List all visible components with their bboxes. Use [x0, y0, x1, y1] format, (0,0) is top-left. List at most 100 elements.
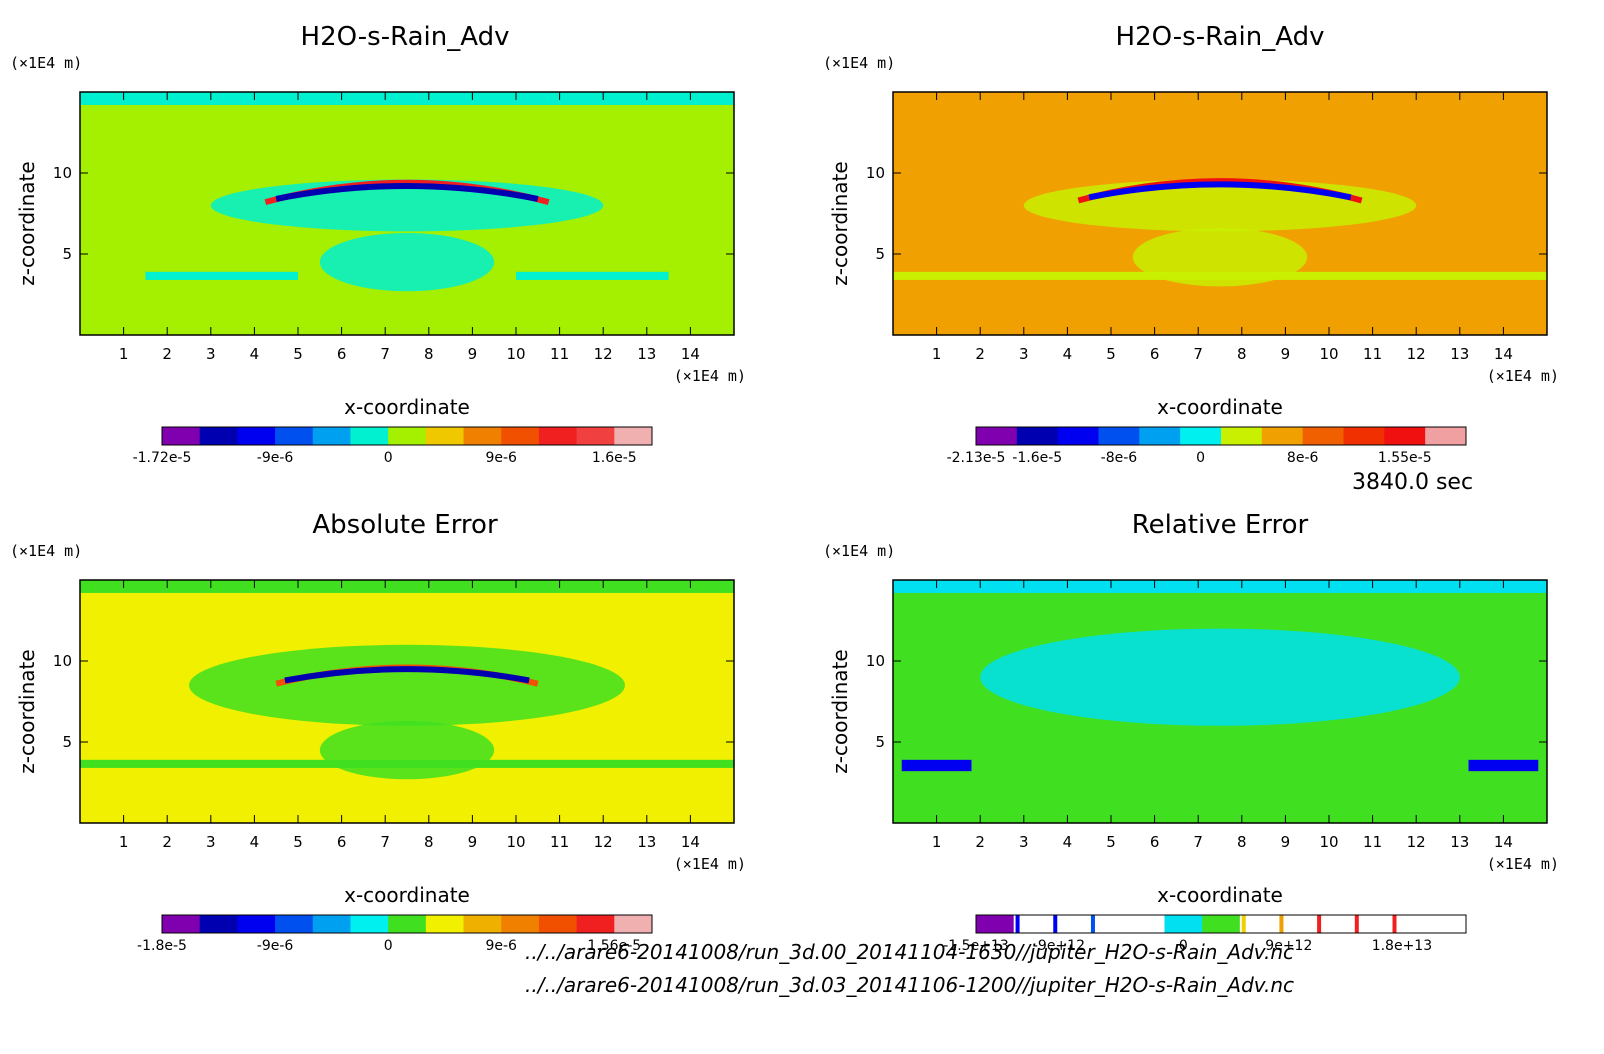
x-tick-label: 1: [932, 345, 942, 363]
x-tick-label: 6: [337, 833, 347, 851]
colorbar-label: 9e+12: [1265, 938, 1312, 954]
colorbar-label: 0: [1179, 938, 1188, 954]
y-unit-label: (×1E4 m): [823, 54, 895, 72]
colorbar-swatch: [1126, 915, 1165, 933]
colorbar-swatch: [162, 427, 201, 445]
colorbar-swatch: [1390, 915, 1429, 933]
colorbar-swatch: [538, 915, 578, 933]
colorbar-level-line: [1241, 915, 1246, 933]
colorbar-label: 9e-6: [485, 450, 517, 466]
x-unit-label: (×1E4 m): [674, 367, 746, 385]
x-tick-label: 3: [206, 345, 216, 363]
x-tick-label: 7: [380, 833, 390, 851]
colorbar-swatch: [976, 427, 1018, 445]
colorbar-swatch: [275, 915, 314, 933]
colorbar-level-line: [1392, 915, 1397, 933]
colorbar-frame: [161, 914, 653, 934]
colorbar-swatch: [1384, 427, 1426, 445]
x-tick-label: 7: [1193, 833, 1203, 851]
feature-band: [516, 271, 669, 280]
feature-band: [901, 759, 972, 772]
y-tick-label: 10: [866, 164, 885, 182]
feature-band: [893, 271, 1547, 280]
colorbar-label: -1.72e-5: [133, 450, 192, 466]
x-tick-label: 11: [550, 833, 569, 851]
colorbar-swatch: [1221, 427, 1263, 445]
x-tick-label: 2: [162, 833, 172, 851]
x-tick-label: 8: [1237, 345, 1247, 363]
x-tick-label: 1: [932, 833, 942, 851]
x-tick-label: 5: [293, 833, 303, 851]
feature-blob: [980, 628, 1460, 726]
panel-title: H2O-s-Rain_Adv: [301, 22, 510, 52]
colorbar-level-line: [1279, 915, 1284, 933]
colorbar-swatch: [237, 427, 276, 445]
feature-band: [145, 271, 298, 280]
colorbar-swatch: [350, 427, 389, 445]
colorbar-label: 1.56e-5: [587, 938, 641, 954]
plot-frame: [79, 579, 735, 824]
x-tick-label: 4: [250, 345, 260, 363]
x-tick-label: 9: [468, 345, 478, 363]
colorbar-swatch: [538, 427, 578, 445]
field-features: [80, 92, 734, 292]
x-tick-label: 12: [1407, 833, 1426, 851]
plot-frame: [892, 91, 1548, 336]
x-tick-label: 12: [594, 833, 613, 851]
colorbar-level-line: [1354, 915, 1359, 933]
colorbar-level-line: [1090, 915, 1095, 933]
colorbar-swatch: [1239, 915, 1279, 933]
x-tick-label: 7: [380, 345, 390, 363]
colorbar-swatch: [1202, 915, 1241, 933]
y-tick-label: 10: [53, 652, 72, 670]
x-unit-label: (×1E4 m): [674, 855, 746, 873]
x-axis-label: x-coordinate: [1157, 395, 1283, 419]
y-tick-label: 10: [866, 652, 885, 670]
colorbar-swatch: [976, 915, 1015, 933]
colorbar-swatch: [1098, 427, 1140, 445]
y-tick-label: 5: [62, 245, 72, 263]
colorbar-label: 0: [384, 450, 393, 466]
colorbar-swatch: [199, 915, 238, 933]
x-tick-label: 13: [1450, 833, 1469, 851]
y-axis-label: z-coordinate: [828, 161, 852, 285]
colorbar-swatch: [1315, 915, 1354, 933]
colorbar-label: -1.5e+13: [943, 938, 1008, 954]
feature-arc: [275, 183, 539, 202]
colorbar-swatch: [1425, 427, 1467, 445]
colorbar-label: 1.6e-5: [592, 450, 637, 466]
file-path-2: ../../arare6-20141008/run_3d.03_20141106…: [525, 973, 1295, 997]
y-tick-label: 5: [62, 733, 72, 751]
file-path-1: ../../arare6-20141008/run_3d.00_20141104…: [525, 940, 1295, 964]
x-axis-label: x-coordinate: [1157, 883, 1283, 907]
colorbar-level-line: [1317, 915, 1322, 933]
x-tick-label: 10: [1319, 345, 1338, 363]
field-features: [80, 580, 734, 780]
field-features: [893, 178, 1547, 287]
field-features: [893, 580, 1547, 772]
colorbar-label: -9e-6: [257, 938, 294, 954]
colorbar-swatch: [1343, 427, 1385, 445]
x-tick-label: 3: [1019, 345, 1029, 363]
x-axis-label: x-coordinate: [344, 883, 470, 907]
x-tick-label: 10: [506, 833, 525, 851]
x-tick-label: 12: [1407, 345, 1426, 363]
y-tick-label: 5: [875, 245, 885, 263]
panel-4: Relative Error(×1E4 m)1 2 3 4 5 6 7 8 9 10 11 12 13 1…: [823, 510, 1559, 954]
feature-blob: [319, 232, 495, 292]
colorbar-level-line: [1015, 915, 1020, 933]
colorbar-swatch: [463, 915, 502, 933]
plot-frame: [892, 579, 1548, 824]
x-tick-label: 13: [637, 833, 656, 851]
x-tick-label: 10: [506, 345, 525, 363]
feature-band: [80, 580, 734, 593]
x-tick-label: 4: [1063, 833, 1073, 851]
colorbar: -1.8e-5 -9e-6 0 9e-6 1.56e-5: [137, 914, 653, 954]
colorbar-swatch: [1261, 427, 1304, 445]
colorbar-frame: [975, 426, 1467, 446]
feature-band: [1468, 759, 1539, 772]
y-unit-label: (×1E4 m): [10, 54, 82, 72]
colorbar-swatch: [501, 427, 540, 445]
panel-1: H2O-s-Rain_Adv(×1E4 m)1 2 3 4 5 6 7 8 9 10 11 12 13 1…: [10, 22, 746, 466]
y-unit-label: (×1E4 m): [10, 542, 82, 560]
